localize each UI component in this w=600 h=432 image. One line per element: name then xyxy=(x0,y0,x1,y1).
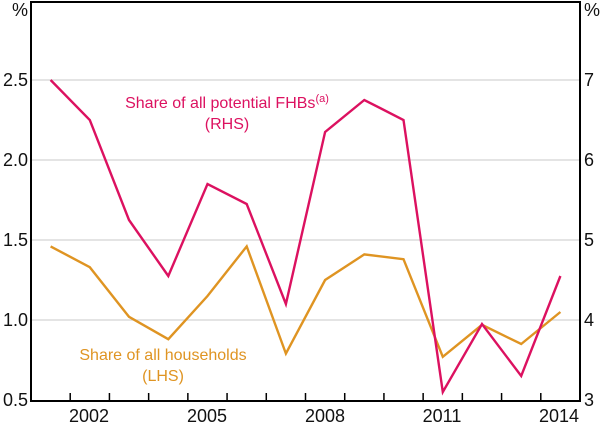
left-axis-unit: % xyxy=(11,0,28,20)
series-label-households-axis-note: (LHS) xyxy=(142,368,184,385)
series-name-text: Share of all potential FHBs xyxy=(125,95,316,112)
right-axis-tick-7: 7 xyxy=(584,70,595,90)
chart-frame xyxy=(30,1,581,402)
left-axis-tick-0-5: 0.5 xyxy=(2,390,28,410)
right-axis-unit: % xyxy=(584,0,600,20)
series-line-potential-fhbs xyxy=(49,79,562,396)
left-axis-tick-2-5: 2.5 xyxy=(2,70,28,90)
left-axis-tick-1-5: 1.5 xyxy=(2,230,28,250)
series-label-households-line1: Share of all households xyxy=(79,347,247,364)
series-label-households: Share of all households (LHS) xyxy=(33,345,293,387)
series-label-potential-fhbs: Share of all potential FHBs(a) (RHS) xyxy=(77,89,377,135)
right-axis-tick-5: 5 xyxy=(584,230,595,250)
series-label-potential-fhbs-line1: Share of all potential FHBs(a) xyxy=(77,89,377,114)
footnote-marker: (a) xyxy=(315,93,329,105)
right-axis-tick-3: 3 xyxy=(584,390,595,410)
x-axis-label-2011: 2011 xyxy=(422,406,462,426)
x-axis-label-2002: 2002 xyxy=(68,406,110,426)
series-label-potential-fhbs-axis-note: (RHS) xyxy=(204,116,250,133)
x-axis-label-2005: 2005 xyxy=(186,406,228,426)
left-axis-tick-2-0: 2.0 xyxy=(2,150,28,170)
series-line-households xyxy=(50,243,562,359)
x-axis-label-2008: 2008 xyxy=(304,406,346,426)
right-axis-tick-6: 6 xyxy=(584,150,595,170)
left-axis-tick-1-0: 1.0 xyxy=(2,310,28,330)
right-axis-tick-4: 4 xyxy=(584,310,595,330)
x-axis-label-2014: 2014 xyxy=(538,406,580,426)
